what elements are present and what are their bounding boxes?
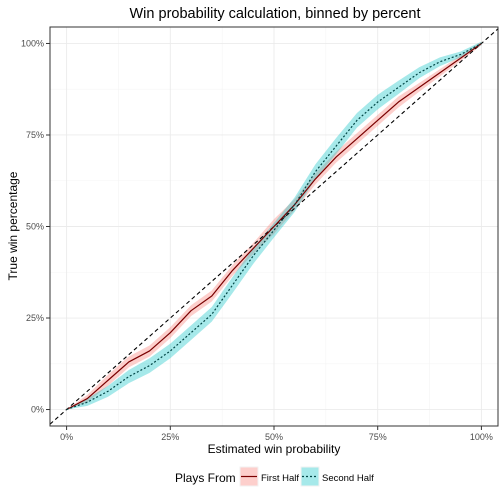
legend: Plays From First Half Second Half (175, 466, 374, 487)
legend-title: Plays From (175, 471, 236, 485)
y-axis-label: True win percentage (6, 171, 20, 280)
legend-label-first-half: First Half (261, 473, 299, 484)
chart-title: Win probability calculation, binned by p… (130, 6, 421, 22)
x-tick-label: 100% (470, 432, 493, 442)
confidence-band-first-half (66, 41, 482, 410)
reference-line-layer (49, 28, 499, 425)
series-lines (66, 42, 482, 411)
y-axis-ticks: 0% 25% 50% 75% 100% (21, 38, 50, 415)
x-tick-label: 50% (265, 432, 283, 442)
y-tick-label: 25% (26, 313, 44, 323)
series-line-first-half (66, 42, 482, 411)
y-tick-label: 75% (26, 130, 44, 140)
y-tick-label: 100% (21, 38, 44, 48)
x-tick-label: 0% (60, 432, 73, 442)
confidence-bands (66, 41, 482, 410)
legend-label-second-half: Second Half (322, 473, 374, 484)
x-tick-label: 75% (369, 432, 387, 442)
y-tick-label: 50% (26, 222, 44, 232)
confidence-band-second-half (66, 41, 482, 410)
reference-line (49, 28, 499, 425)
x-axis-ticks: 0% 25% 50% 75% 100% (60, 426, 493, 442)
x-axis-label: Estimated win probability (208, 442, 341, 456)
x-tick-label: 25% (161, 432, 179, 442)
y-tick-label: 0% (31, 405, 44, 415)
